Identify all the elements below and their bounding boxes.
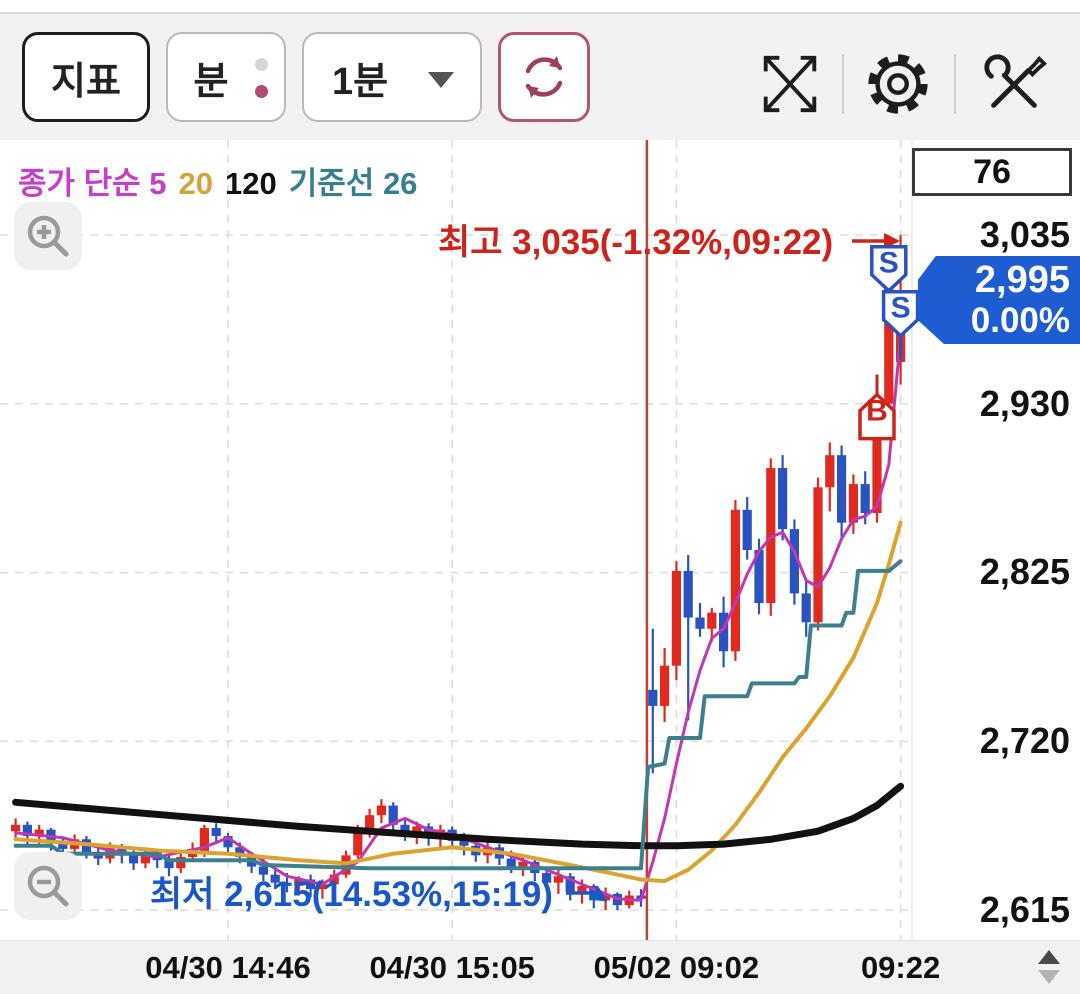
chart-area[interactable]: 종가 단순 5 20 120 기준선 26 최고 3,035(-1.32%,09:22… — [0, 140, 1080, 940]
signal-marker-B: B — [858, 374, 896, 441]
zoom-in-button[interactable] — [14, 202, 82, 270]
current-change: 0.00% — [970, 301, 1070, 340]
refresh-icon — [525, 56, 563, 98]
svg-text:B: B — [866, 395, 888, 428]
line-ma20 — [13, 520, 903, 884]
zoom-out-button[interactable] — [14, 852, 82, 920]
magnifier-plus-icon — [27, 215, 69, 257]
annotation-text: 최저 2,615(14.53%,15:19) — [150, 875, 553, 914]
legend-item: 20 — [178, 166, 214, 201]
chevron-down-icon — [428, 72, 454, 88]
ma-legend: 종가 단순 5 20 120 기준선 26 — [18, 158, 429, 203]
legend-item: 기준선 26 — [288, 166, 418, 201]
time-tick: 04/30 14:46 — [145, 949, 311, 985]
refresh-button[interactable] — [498, 32, 590, 122]
info-value-box: 76 — [912, 148, 1072, 196]
signal-marker-S: S — [881, 289, 920, 360]
price-tick: 2,825 — [979, 551, 1070, 593]
magnifier-minus-icon — [27, 865, 69, 907]
interval-dropdown[interactable]: 1분 — [302, 32, 482, 122]
divider — [842, 54, 844, 114]
price-tick: 2,930 — [979, 382, 1070, 424]
time-tick: 09:22 — [860, 949, 941, 985]
price-tick: 2,720 — [979, 720, 1070, 762]
price-tick: 2,615 — [979, 888, 1070, 930]
time-tick: 04/30 15:05 — [369, 949, 535, 985]
minute-mode-dots-icon — [255, 58, 268, 98]
legend-item: 종가 단순 5 — [18, 166, 167, 201]
legend-item: 120 — [225, 166, 277, 201]
annotation-text: 최고 3,035(-1.32%,09:22) — [438, 223, 833, 262]
divider — [954, 54, 956, 114]
fullscreen-icon[interactable] — [756, 50, 824, 118]
line-ma5 — [14, 334, 903, 902]
minute-mode-button[interactable]: 분 — [166, 32, 286, 122]
settings-gear-icon[interactable] — [864, 50, 932, 118]
current-price: 2,995 — [974, 259, 1070, 301]
candlestick-canvas[interactable]: 최고 3,035(-1.32%,09:22) 최저 2,615(14.53%,15… — [0, 140, 1080, 940]
interval-value: 1분 — [332, 60, 389, 103]
indicator-button[interactable]: 지표 — [22, 32, 150, 122]
time-axis: 04/30 14:46 04/30 15:05 05/02 09:02 09:22 — [0, 940, 1080, 994]
toolbar: 지표 분 1분 — [0, 12, 1080, 140]
svg-text:S: S — [879, 247, 899, 280]
svg-text:S: S — [891, 292, 911, 325]
candles — [11, 235, 906, 910]
tools-icon[interactable] — [980, 50, 1048, 118]
gridlines — [0, 140, 913, 940]
line-ma120 — [12, 782, 905, 850]
axis-spinner-icon[interactable] — [1038, 950, 1060, 986]
line-baseline26 — [13, 559, 903, 871]
minute-label: 분 — [193, 60, 229, 103]
price-tick: 3,035 — [979, 214, 1070, 255]
current-price-tag: 2,995 0.00% — [918, 256, 1080, 344]
time-tick: 05/02 09:02 — [593, 949, 760, 985]
